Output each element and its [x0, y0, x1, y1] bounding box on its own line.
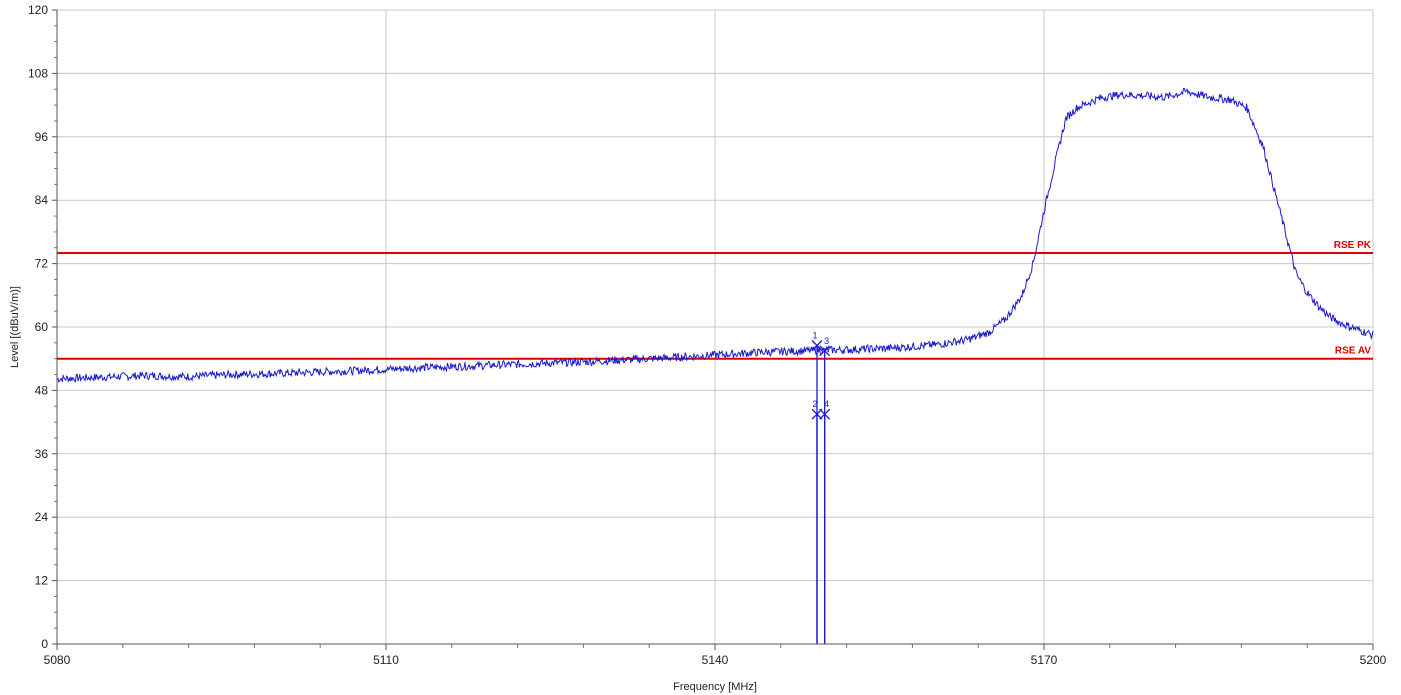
y-tick-label: 72	[35, 257, 49, 271]
y-tick-label: 48	[35, 383, 49, 397]
spectrum-trace	[56, 87, 1374, 383]
marker-cross	[819, 408, 831, 420]
marker-label: 4	[824, 399, 829, 409]
limit-label: RSE AV	[1335, 346, 1371, 357]
marker-cross	[811, 408, 823, 420]
trace-layer	[56, 87, 1374, 383]
limit-label: RSE PK	[1334, 240, 1372, 251]
y-axis-title: Level [(dBuV/m)]	[9, 286, 21, 368]
y-tick-label: 84	[35, 193, 49, 207]
marker-cross	[811, 340, 823, 351]
y-tick-label: 36	[35, 447, 49, 461]
marker-cross	[819, 345, 831, 357]
y-tick-label: 96	[35, 130, 49, 144]
x-tick-label: 5140	[702, 653, 729, 667]
markers: 1 2 3 4	[811, 330, 831, 644]
y-tick-label: 24	[35, 510, 49, 524]
x-tick-label: 5080	[44, 653, 71, 667]
marker-label: 3	[824, 336, 829, 346]
limit-lines: RSE PK RSE AV	[57, 240, 1373, 360]
y-tick-label: 120	[28, 3, 48, 17]
grid-lines	[57, 9, 1374, 644]
y-tick-label: 0	[41, 637, 48, 651]
marker-label: 1	[812, 330, 817, 340]
y-tick-label: 12	[35, 574, 49, 588]
x-tick-label: 5110	[373, 653, 399, 667]
x-axis-title: Frequency [MHz]	[673, 681, 757, 693]
y-tick-label: 108	[28, 66, 48, 80]
y-tick-label: 60	[35, 320, 49, 334]
marker-label: 2	[812, 399, 817, 409]
x-tick-label: 5200	[1360, 653, 1387, 667]
x-tick-label: 5170	[1031, 653, 1058, 667]
